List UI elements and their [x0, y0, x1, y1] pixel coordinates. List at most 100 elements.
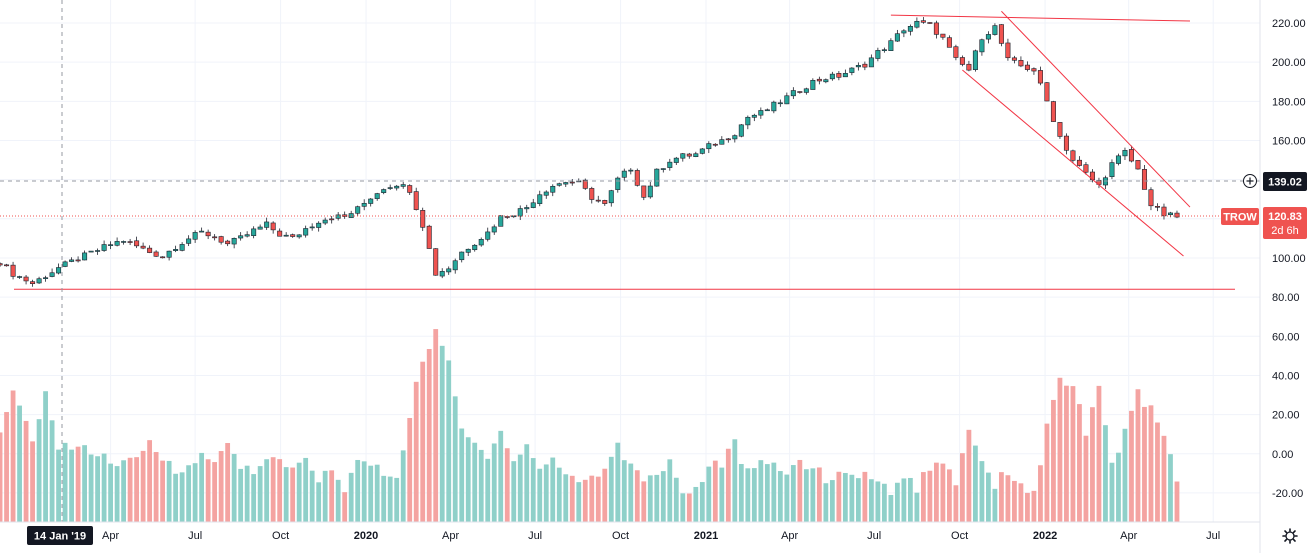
- candle: [725, 138, 731, 141]
- trend-line[interactable]: [962, 69, 1184, 257]
- candle: [69, 259, 75, 262]
- candle: [173, 249, 179, 251]
- volume-bar: [693, 486, 699, 522]
- volume-bar: [524, 444, 530, 522]
- volume-bar: [316, 482, 322, 522]
- volume-bar: [1135, 389, 1141, 522]
- volume-bar: [1012, 480, 1017, 522]
- trend-line[interactable]: [1001, 10, 1191, 208]
- candle: [810, 79, 816, 90]
- crosshair-price-badge: 139.02: [1243, 172, 1307, 191]
- volume-bar: [725, 448, 731, 522]
- volume-bar: [1168, 454, 1173, 522]
- candle: [959, 57, 965, 65]
- volume-bar: [1018, 483, 1024, 522]
- volume-bar: [400, 450, 406, 522]
- candle: [140, 245, 146, 249]
- candle: [485, 231, 491, 240]
- candle: [738, 124, 744, 137]
- volume-bar: [855, 478, 861, 522]
- candle: [855, 65, 861, 68]
- time-axis[interactable]: Apr Jul Oct 2020 Apr Jul Oct 2021 Apr Jul Oct 2022 A…: [102, 530, 1220, 542]
- candle: [719, 139, 725, 145]
- candle: [316, 222, 322, 228]
- volume-bar: [43, 391, 48, 522]
- volume-bar: [290, 467, 296, 522]
- time-tick-label: Apr: [1120, 530, 1137, 542]
- gear-icon[interactable]: [1282, 528, 1298, 544]
- volume-bar: [706, 466, 712, 522]
- volume-bar: [511, 461, 517, 522]
- volume-bar: [712, 460, 718, 522]
- time-tick-label: Jul: [867, 530, 881, 542]
- candle: [452, 260, 458, 271]
- drawing-lines[interactable]: [14, 10, 1235, 290]
- candle: [439, 271, 445, 277]
- candle: [680, 153, 686, 159]
- price-axis[interactable]: 220.00200.00180.00160.00140.00120.00100.…: [1272, 18, 1306, 500]
- volume-bar: [615, 442, 621, 522]
- candle: [225, 240, 231, 245]
- volume-bar: [439, 345, 445, 522]
- candle: [491, 226, 497, 233]
- volume-bar: [576, 482, 582, 522]
- price-tick-label: 0.00: [1272, 449, 1293, 461]
- candle: [595, 199, 601, 202]
- candle: [972, 50, 978, 70]
- candle: [231, 237, 237, 245]
- candle: [784, 95, 790, 105]
- candle: [459, 251, 465, 261]
- volume-bar: [218, 451, 224, 522]
- volume-bar: [381, 475, 387, 522]
- volume-bar: [160, 460, 166, 522]
- volume-bar: [465, 437, 471, 522]
- candle: [4, 264, 10, 267]
- volume-bar: [1174, 481, 1180, 522]
- candle: [888, 40, 894, 51]
- time-tick-label: Oct: [272, 530, 289, 542]
- volume-bar: [641, 481, 647, 522]
- volume-bar: [296, 462, 302, 522]
- volume-bar: [1142, 406, 1147, 522]
- candle: [1070, 150, 1076, 161]
- volume-bar: [355, 459, 361, 522]
- candle: [244, 234, 250, 237]
- volume-bar: [979, 461, 985, 522]
- candle: [699, 148, 705, 154]
- trend-line[interactable]: [890, 14, 1190, 22]
- crosshair-date-text: 14 Jan '19: [34, 531, 86, 543]
- candle: [933, 22, 939, 35]
- volume-bar: [582, 479, 588, 522]
- candle: [823, 79, 829, 83]
- volume-bar: [199, 452, 205, 522]
- volume-bar: [647, 475, 653, 522]
- volume-bar: [1077, 404, 1082, 522]
- candle: [647, 185, 653, 198]
- volume-bar: [660, 471, 666, 522]
- candle: [654, 168, 660, 187]
- candle: [790, 90, 796, 97]
- candle: [329, 218, 335, 221]
- candle: [36, 278, 42, 284]
- volume-bar: [121, 460, 127, 522]
- time-tick-label: Oct: [612, 530, 629, 542]
- volume-bar: [251, 474, 257, 522]
- candle: [413, 191, 419, 210]
- time-tick-label: Jul: [188, 530, 202, 542]
- volume-bar: [140, 450, 146, 522]
- volume-bar: [836, 471, 842, 522]
- candle: [407, 185, 413, 193]
- candle: [530, 202, 536, 208]
- volume-bar: [868, 479, 874, 522]
- time-tick-label: 2022: [1033, 530, 1057, 542]
- volume-bar: [166, 460, 172, 522]
- candle: [1057, 122, 1063, 137]
- volume-bar: [628, 463, 634, 522]
- volume-bar: [426, 348, 432, 522]
- candle: [381, 189, 387, 193]
- volume-bar: [1044, 423, 1050, 522]
- volume-bars: [0, 329, 1180, 522]
- candle: [712, 143, 718, 146]
- candle: [127, 241, 133, 243]
